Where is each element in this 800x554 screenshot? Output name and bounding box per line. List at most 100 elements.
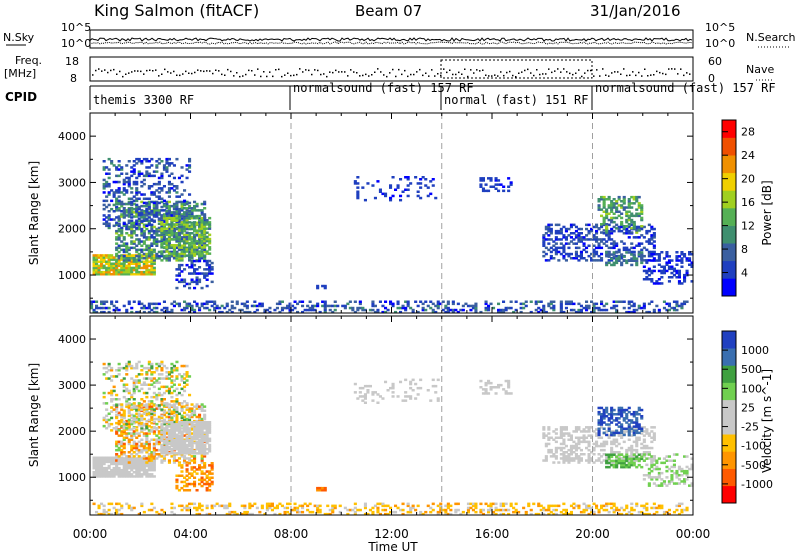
data-cell [195,508,199,512]
data-cell [150,418,154,422]
data-cell [205,504,209,508]
data-cell [165,443,169,447]
data-cell [147,197,151,200]
data-cell [150,455,154,458]
data-cell [115,416,119,420]
data-cell [198,512,202,516]
data-cell [137,473,141,476]
freq-dot [209,70,211,72]
data-cell [180,180,184,184]
data-cell [120,213,124,216]
data-cell [130,395,134,399]
data-cell [223,504,227,508]
data-cell [632,202,636,205]
data-cell [150,457,154,460]
data-cell [120,264,124,268]
data-cell [130,216,134,219]
data-cell [544,252,548,256]
data-cell [595,223,599,227]
data-cell [107,266,111,270]
data-cell [117,459,121,462]
data-cell [323,486,327,490]
data-cell [142,306,146,310]
data-cell [145,457,149,460]
data-cell [112,270,116,274]
data-cell [165,231,169,234]
data-cell [426,504,430,508]
data-cell [150,191,154,194]
data-cell [627,248,631,252]
data-cell [585,238,589,241]
data-cell [112,398,116,401]
data-cell [127,185,131,188]
data-cell [160,373,164,376]
data-cell [579,252,583,256]
data-cell [147,200,151,204]
data-cell [650,234,654,237]
data-cell [162,439,166,443]
data-cell [208,300,212,303]
data-cell [180,270,184,273]
data-cell [147,216,151,219]
data-cell [574,246,578,250]
data-cell [115,268,119,272]
data-cell [675,269,679,273]
data-cell [645,229,649,233]
data-cell [175,268,179,271]
data-cell [389,506,393,510]
data-cell [200,216,204,220]
data-cell [183,434,187,437]
data-cell [170,400,174,403]
data-cell [112,404,116,407]
data-cell [376,308,380,312]
data-cell [140,444,144,448]
data-cell [376,180,380,183]
data-cell [615,244,619,247]
data-cell [635,229,639,232]
data-cell [363,502,367,506]
data-cell [607,218,611,222]
data-cell [544,227,548,231]
data-cell [150,212,154,215]
data-cell [688,263,692,266]
data-cell [160,240,164,243]
data-cell [177,227,181,231]
data-cell [283,510,287,514]
data-cell [547,238,551,241]
data-cell [120,232,124,235]
data-cell [177,452,181,455]
data-cell [142,229,146,233]
data-cell [112,273,116,276]
data-cell [130,221,134,225]
data-cell [567,254,571,258]
data-cell [617,229,621,233]
data-cell [188,221,192,224]
data-cell [145,166,149,169]
data-cell [152,193,156,196]
data-cell [617,210,621,213]
data-cell [617,248,621,252]
data-cell [157,391,161,395]
data-cell [177,439,181,443]
data-cell [675,263,679,266]
data-cell [92,462,96,466]
data-cell [620,206,624,209]
data-cell [152,204,156,208]
data-cell [180,236,184,239]
data-cell [130,242,134,245]
data-cell [612,242,616,245]
data-cell [142,257,146,260]
data-cell [275,504,279,508]
data-cell [203,478,207,482]
data-cell [175,232,179,235]
data-cell [652,502,656,506]
data-cell [132,172,136,175]
data-cell [208,512,212,516]
data-cell [600,246,604,250]
data-cell [248,506,252,510]
data-cell [125,400,129,403]
data-cell [401,502,405,506]
data-cell [130,420,134,424]
data-cell [127,246,131,250]
data-cell [172,214,176,217]
